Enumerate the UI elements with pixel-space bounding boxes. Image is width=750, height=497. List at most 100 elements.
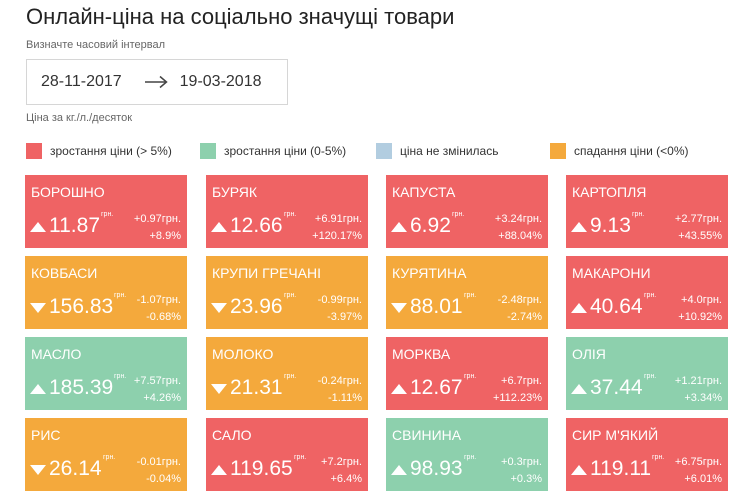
legend-label: зростання ціни (0-5%)	[224, 144, 347, 158]
product-name: КАПУСТА	[392, 184, 456, 200]
product-price: 88.01	[410, 295, 463, 318]
triangle-up-icon	[391, 465, 407, 475]
currency-label: грн.	[103, 454, 116, 461]
legend: зростання ціни (> 5%) зростання ціни (0-…	[26, 143, 726, 161]
product-card[interactable]: СВИНИНА 98.93 грн. +0.3грн. +0.3%	[386, 418, 548, 491]
currency-label: грн.	[464, 292, 477, 299]
price-change-absolute: +2.77грн.	[674, 213, 722, 225]
interval-label: Визначте часовий інтервал	[26, 39, 165, 51]
price-change-percent: -3.97%	[327, 311, 362, 323]
triangle-down-icon	[211, 303, 227, 313]
product-card[interactable]: САЛО 119.65 грн. +7.2грн. +6.4%	[206, 418, 368, 491]
currency-label: грн.	[294, 454, 307, 461]
price-change-absolute: +0.97грн.	[133, 213, 181, 225]
product-name: КАРТОПЛЯ	[572, 184, 647, 200]
price-change-percent: +0.3%	[510, 473, 543, 485]
price-change-absolute: -2.48грн.	[497, 294, 542, 306]
price-change-percent: +112.23%	[492, 392, 542, 404]
currency-label: грн.	[644, 373, 657, 380]
product-name: КУРЯТИНА	[392, 265, 467, 281]
price-change-percent: -1.11%	[327, 392, 362, 404]
product-card[interactable]: КОВБАСИ 156.83 грн. -1.07грн. -0.68%	[25, 256, 187, 329]
price-change-absolute: -0.24грн.	[317, 375, 362, 387]
currency-label: грн.	[464, 454, 477, 461]
product-price: 156.83	[49, 295, 114, 318]
price-change-absolute: +0.3грн.	[501, 456, 542, 468]
product-price: 98.93	[410, 457, 463, 480]
product-name: МОЛОКО	[212, 346, 274, 362]
price-change-percent: +88.04%	[498, 230, 542, 242]
triangle-down-icon	[391, 303, 407, 313]
currency-label: грн.	[114, 292, 127, 299]
price-change-absolute: +6.91грн.	[314, 213, 362, 225]
price-change-percent: +4.26%	[143, 392, 181, 404]
legend-item-no-change: ціна не змінилась	[376, 143, 498, 159]
product-card[interactable]: БОРОШНО 11.87 грн. +0.97грн. +8.9%	[25, 175, 187, 248]
legend-swatch	[200, 143, 216, 159]
product-name: МАКАРОНИ	[572, 265, 651, 281]
product-price: 12.67	[410, 376, 463, 399]
product-name: САЛО	[212, 427, 252, 443]
price-change-percent: +43.55%	[678, 230, 722, 242]
product-card[interactable]: СИР М'ЯКИЙ 119.11 грн. +6.75грн. +6.01%	[566, 418, 728, 491]
product-name: РИС	[31, 427, 61, 443]
product-card[interactable]: КАРТОПЛЯ 9.13 грн. +2.77грн. +43.55%	[566, 175, 728, 248]
legend-swatch	[550, 143, 566, 159]
product-price: 119.11	[590, 457, 652, 480]
triangle-up-icon	[30, 222, 46, 232]
product-name: КРУПИ ГРЕЧАНІ	[212, 265, 322, 281]
price-change-percent: +6.01%	[684, 473, 722, 485]
triangle-up-icon	[391, 222, 407, 232]
product-card[interactable]: КРУПИ ГРЕЧАНІ 23.96 грн. -0.99грн. -3.97%	[206, 256, 368, 329]
currency-label: грн.	[652, 454, 665, 461]
currency-label: грн.	[284, 373, 297, 380]
legend-item-fall: спадання ціни (<0%)	[550, 143, 688, 159]
price-change-absolute: +3.24грн.	[494, 213, 542, 225]
price-change-percent: +6.4%	[330, 473, 363, 485]
legend-label: ціна не змінилась	[400, 144, 499, 158]
product-price: 6.92	[410, 214, 451, 237]
price-change-absolute: +7.2грн.	[321, 456, 362, 468]
product-name: СИР М'ЯКИЙ	[572, 427, 659, 443]
currency-label: грн.	[452, 211, 465, 218]
legend-label: спадання ціни (<0%)	[574, 144, 689, 158]
price-change-percent: -2.74%	[507, 311, 542, 323]
triangle-up-icon	[211, 465, 227, 475]
triangle-up-icon	[571, 384, 587, 394]
price-change-percent: -0.68%	[146, 311, 181, 323]
product-card[interactable]: КАПУСТА 6.92 грн. +3.24грн. +88.04%	[386, 175, 548, 248]
product-price: 37.44	[590, 376, 643, 399]
date-range-picker[interactable]: 28-11-2017 19-03-2018	[26, 59, 288, 105]
product-card[interactable]: МАКАРОНИ 40.64 грн. +4.0грн. +10.92%	[566, 256, 728, 329]
legend-item-rise-high: зростання ціни (> 5%)	[26, 143, 172, 159]
product-name: БОРОШНО	[31, 184, 105, 200]
product-card[interactable]: МАСЛО 185.39 грн. +7.57грн. +4.26%	[25, 337, 187, 410]
triangle-up-icon	[211, 222, 227, 232]
product-name: КОВБАСИ	[31, 265, 98, 281]
product-name: ОЛІЯ	[572, 346, 606, 362]
triangle-down-icon	[30, 303, 46, 313]
product-card[interactable]: ОЛІЯ 37.44 грн. +1.21грн. +3.34%	[566, 337, 728, 410]
currency-label: грн.	[284, 211, 297, 218]
price-change-percent: -0.04%	[146, 473, 181, 485]
arrow-right-icon	[144, 75, 168, 89]
currency-label: грн.	[644, 292, 657, 299]
legend-label: зростання ціни (> 5%)	[50, 144, 172, 158]
product-card[interactable]: БУРЯК 12.66 грн. +6.91грн. +120.17%	[206, 175, 368, 248]
product-name: СВИНИНА	[392, 427, 462, 443]
date-from[interactable]: 28-11-2017	[41, 73, 122, 90]
currency-label: грн.	[284, 292, 297, 299]
price-change-percent: +3.34%	[684, 392, 722, 404]
currency-label: грн.	[114, 373, 127, 380]
product-name: МАСЛО	[31, 346, 82, 362]
price-change-absolute: -0.01грн.	[136, 456, 181, 468]
product-card[interactable]: МОЛОКО 21.31 грн. -0.24грн. -1.11%	[206, 337, 368, 410]
currency-label: грн.	[101, 211, 114, 218]
date-to[interactable]: 19-03-2018	[179, 73, 262, 90]
product-card[interactable]: КУРЯТИНА 88.01 грн. -2.48грн. -2.74%	[386, 256, 548, 329]
product-card[interactable]: МОРКВА 12.67 грн. +6.7грн. +112.23%	[386, 337, 548, 410]
product-card[interactable]: РИС 26.14 грн. -0.01грн. -0.04%	[25, 418, 187, 491]
product-price: 40.64	[590, 295, 643, 318]
price-change-absolute: +6.7грн.	[501, 375, 542, 387]
price-change-absolute: -1.07грн.	[136, 294, 181, 306]
